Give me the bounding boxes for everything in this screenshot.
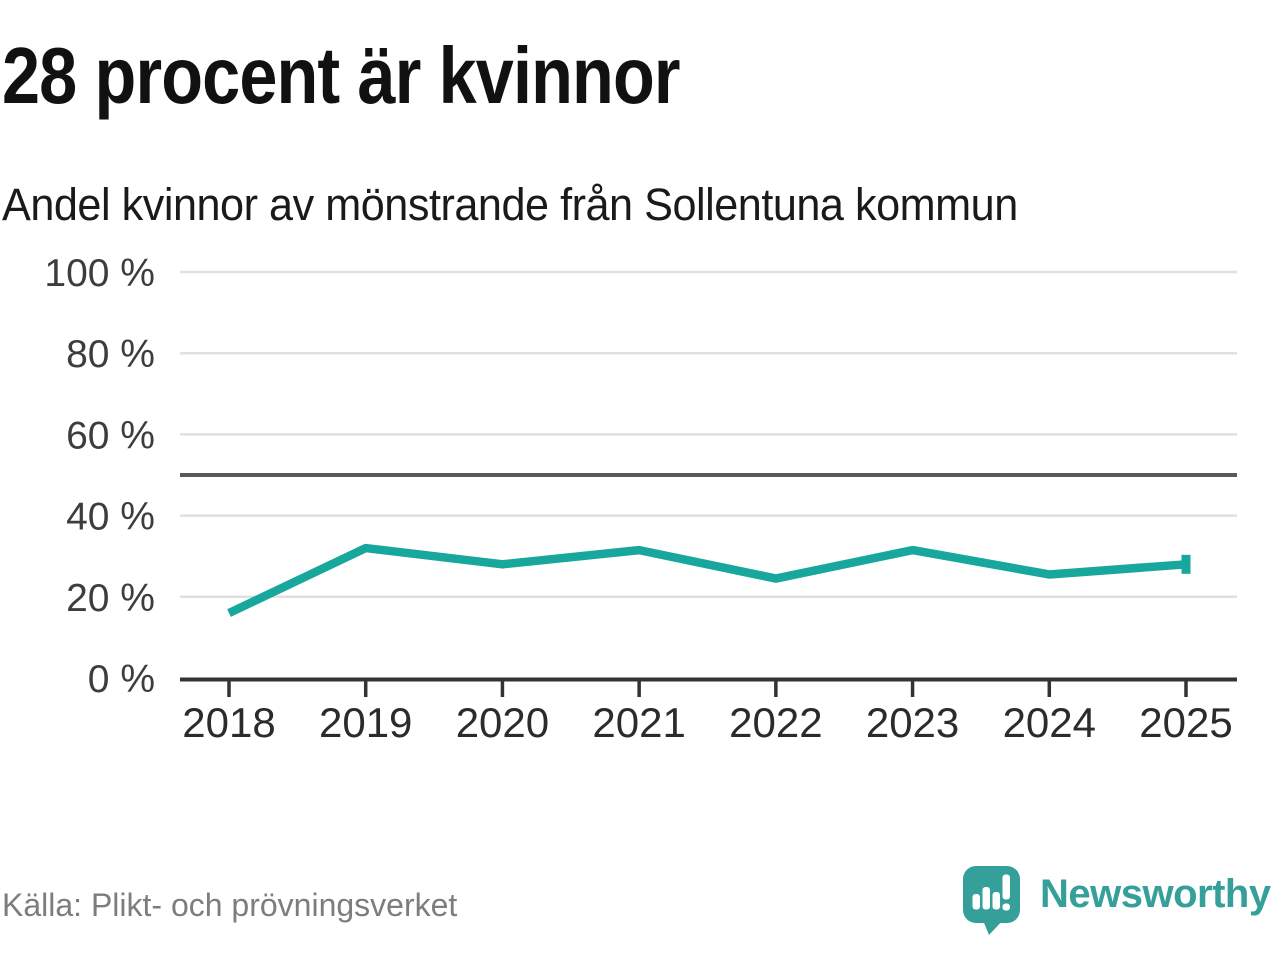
x-axis-label-2024: 2024 xyxy=(1003,699,1096,746)
newsworthy-logo-text: Newsworthy xyxy=(1040,872,1271,916)
y-axis-label-40: 40 % xyxy=(66,496,155,539)
x-axis-label-2021: 2021 xyxy=(592,699,685,746)
logo-bubble xyxy=(963,866,1020,923)
newsworthy-logo: Newsworthy xyxy=(963,864,1278,939)
y-axis-label-20: 20 % xyxy=(66,577,155,620)
x-axis-label-2023: 2023 xyxy=(866,699,959,746)
data-line-end-marker xyxy=(1181,554,1191,574)
logo-exclamation-bar xyxy=(1002,874,1010,900)
x-axis-label-2025: 2025 xyxy=(1139,699,1232,746)
line-chart: 0 % 20 % 40 % 60 % 80 % 100 % 2018 2019 2020 2021… xyxy=(44,252,1237,746)
y-axis-label-80: 80 % xyxy=(66,333,155,376)
logo-bar-1 xyxy=(972,894,980,910)
logo-bar-3 xyxy=(992,892,1000,910)
x-axis-label-2020: 2020 xyxy=(456,699,549,746)
y-axis-label-100: 100 % xyxy=(44,252,155,295)
source-note: Källa: Plikt- och prövningsverket xyxy=(2,887,458,923)
chart-title: 28 procent är kvinnor xyxy=(2,31,681,120)
logo-bubble-tail xyxy=(982,918,1005,935)
logo-exclamation-dot xyxy=(1002,903,1010,911)
newsworthy-bubble-chart-icon xyxy=(963,866,1020,935)
logo-bar-2 xyxy=(982,887,990,910)
y-axis-label-60: 60 % xyxy=(66,414,155,457)
x-axis-label-2018: 2018 xyxy=(182,699,275,746)
y-axis-label-0: 0 % xyxy=(88,658,155,701)
x-axis-label-2019: 2019 xyxy=(319,699,412,746)
chart-subtitle: Andel kvinnor av mönstrande från Sollent… xyxy=(2,179,1018,230)
data-line-andel-kvinnor xyxy=(227,543,1187,617)
x-axis-label-2022: 2022 xyxy=(729,699,822,746)
